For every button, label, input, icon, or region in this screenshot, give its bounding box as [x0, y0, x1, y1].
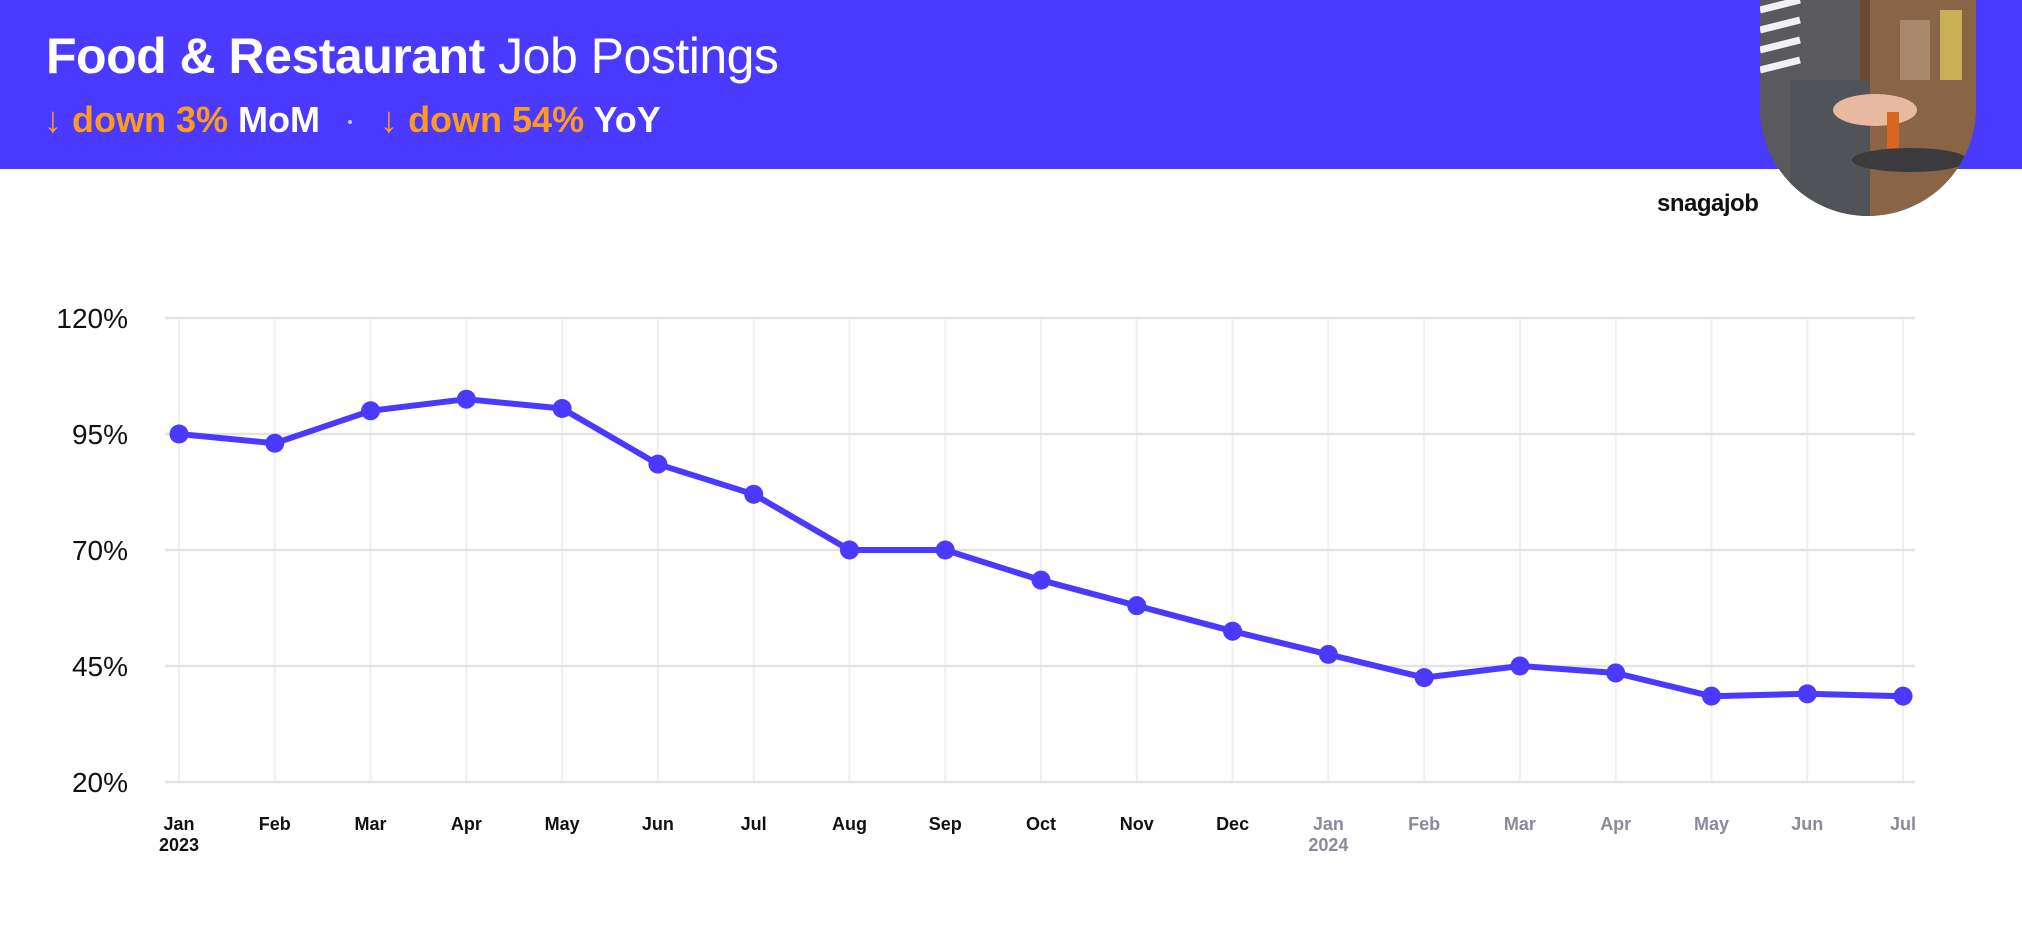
brand-logo: snagajob — [1657, 190, 1759, 217]
data-point — [935, 540, 955, 560]
x-tick-label: Mar — [355, 814, 387, 834]
y-axis-ticks: 120% 95% 70% 45% 20% — [56, 303, 128, 798]
x-tick-label: Jun — [1791, 814, 1823, 834]
mom-change: down 3% — [72, 99, 229, 140]
x-tick-label: Dec — [1216, 814, 1249, 834]
separator-dot — [348, 120, 353, 125]
x-tick-label: Jan — [1313, 814, 1344, 834]
x-tick-label: Nov — [1120, 814, 1154, 834]
title-light: Job Postings — [498, 28, 779, 84]
x-tick-label: May — [1694, 814, 1729, 834]
x-tick-label: Feb — [259, 814, 291, 834]
data-point — [361, 401, 381, 421]
data-point — [552, 398, 572, 418]
data-point — [1414, 668, 1434, 688]
data-point — [1127, 596, 1147, 616]
x-tick-label: Jul — [1890, 814, 1916, 834]
x-tick-label: Jan — [163, 814, 194, 834]
x-year-label: 2023 — [159, 835, 199, 855]
data-point — [1223, 621, 1243, 641]
y-tick-label: 95% — [72, 419, 128, 450]
down-arrow-icon: ↓ — [380, 99, 399, 140]
data-point — [1510, 656, 1530, 676]
x-tick-label: Oct — [1026, 814, 1056, 834]
data-point — [265, 433, 285, 453]
change-summary: ↓ down 3% MoM ↓ down 54% YoY — [44, 96, 661, 144]
x-tick-label: Jun — [642, 814, 674, 834]
data-point — [648, 454, 668, 474]
y-tick-label: 120% — [56, 303, 128, 334]
data-point — [1606, 663, 1626, 683]
x-tick-label: Feb — [1408, 814, 1440, 834]
data-point — [456, 389, 476, 409]
data-point — [839, 540, 859, 560]
x-tick-label: Apr — [451, 814, 482, 834]
y-tick-label: 45% — [72, 651, 128, 682]
data-point — [1031, 570, 1051, 590]
header-banner: Food & Restaurant Job Postings ↓ down 3%… — [0, 0, 2022, 169]
x-tick-label: Mar — [1504, 814, 1536, 834]
y-tick-label: 20% — [72, 767, 128, 798]
data-point — [744, 484, 764, 504]
data-point — [1701, 686, 1721, 706]
horizontal-gridlines — [165, 316, 1915, 784]
title-bold: Food & Restaurant — [46, 28, 485, 84]
data-point — [1797, 684, 1817, 704]
y-tick-label: 70% — [72, 535, 128, 566]
mom-label: MoM — [238, 99, 321, 140]
x-tick-label: Aug — [832, 814, 867, 834]
x-tick-label: Sep — [929, 814, 962, 834]
x-tick-label: Apr — [1600, 814, 1631, 834]
data-point — [169, 424, 189, 444]
down-arrow-icon: ↓ — [44, 99, 62, 140]
data-points — [169, 389, 1913, 706]
x-year-label: 2024 — [1308, 835, 1348, 855]
yoy-change: down 54% — [408, 99, 585, 140]
data-point — [1318, 644, 1338, 664]
x-tick-label: May — [545, 814, 580, 834]
page-title: Food & Restaurant Job Postings — [46, 26, 779, 86]
x-tick-label: Jul — [741, 814, 767, 834]
yoy-label: YoY — [593, 99, 661, 140]
data-point — [1893, 686, 1913, 706]
